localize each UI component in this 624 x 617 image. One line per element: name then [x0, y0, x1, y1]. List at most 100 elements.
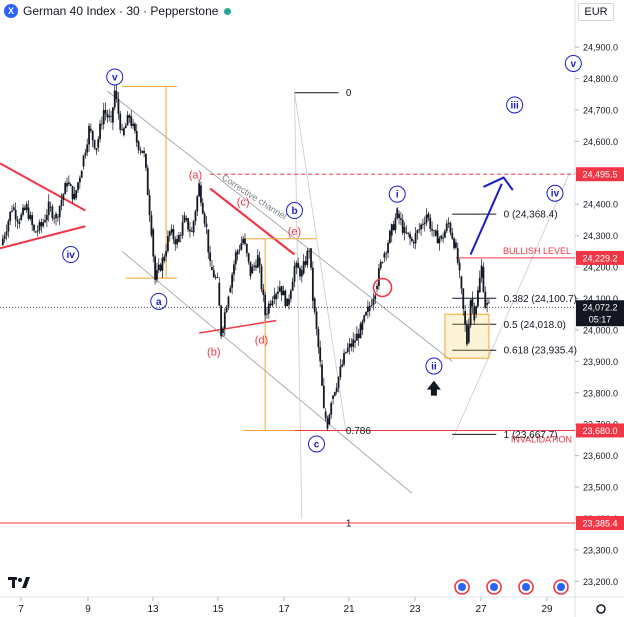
- candle-body: [484, 291, 487, 308]
- bullish-level-label: BULLISH LEVEL: [503, 246, 571, 256]
- candle-body: [126, 115, 129, 126]
- channel-upper-line: [107, 90, 453, 362]
- candle-body: [387, 242, 389, 253]
- tradingview-x-icon[interactable]: X: [4, 4, 18, 18]
- candle-body: [299, 268, 301, 277]
- candle-body: [425, 214, 428, 223]
- y-tick-label: 24,300.0: [583, 231, 618, 241]
- candle-body: [130, 116, 133, 126]
- candle-body: [95, 148, 98, 151]
- candle-body: [117, 98, 120, 114]
- candle-body: [111, 107, 114, 123]
- symbol-title[interactable]: German 40 Index · 30 · Pepperstone: [23, 4, 219, 18]
- candle-body: [88, 125, 90, 145]
- wave-label-iv: iv: [551, 189, 560, 200]
- candle-body: [163, 256, 166, 261]
- triangle-upper-line: [209, 187, 296, 256]
- candle-body: [267, 303, 270, 314]
- candle-body: [40, 222, 43, 227]
- wave-label-e: (e): [288, 226, 301, 238]
- candle-body: [264, 294, 267, 316]
- x-tick-label: 29: [541, 604, 553, 615]
- candle-body: [223, 312, 226, 329]
- fib-big-diagonal: [294, 92, 303, 519]
- candle-body: [326, 418, 329, 429]
- candle-body: [273, 295, 276, 300]
- candle-body: [462, 288, 465, 309]
- candle-body: [280, 285, 283, 296]
- candle-body: [286, 298, 289, 307]
- candle-body: [29, 215, 32, 219]
- y-tick-label: 24,800.0: [583, 74, 618, 84]
- candle-body: [154, 256, 156, 280]
- candle-body: [12, 207, 15, 210]
- candle-body: [183, 215, 186, 223]
- y-tick-label: 24,000.0: [583, 325, 618, 335]
- candle-body: [405, 232, 408, 234]
- candle-body: [73, 193, 76, 200]
- candle-body: [335, 387, 338, 393]
- candle-body: [396, 208, 399, 219]
- candle-body: [23, 207, 26, 210]
- candle-body: [53, 218, 56, 219]
- tv-logo-dot: [18, 578, 22, 582]
- candle-body: [471, 298, 474, 307]
- candle-body: [236, 251, 239, 255]
- candle-body: [47, 201, 50, 215]
- candle-body: [99, 123, 101, 140]
- candle-body: [242, 238, 245, 244]
- candle-body: [275, 293, 278, 300]
- candle-body: [412, 241, 415, 244]
- wave-label-c: c: [314, 439, 320, 450]
- candle-body: [473, 306, 476, 321]
- gear-icon[interactable]: [596, 604, 606, 614]
- fib-level-label: 0 (24,368.4): [504, 210, 558, 221]
- candle-body: [411, 238, 413, 242]
- channel-lower-line: [121, 251, 413, 494]
- candle-body: [31, 215, 34, 225]
- projection-arrow-head: [483, 176, 514, 191]
- candle-body: [75, 190, 78, 198]
- candle-body: [350, 343, 353, 347]
- candle-body: [337, 376, 340, 388]
- candle-body: [115, 91, 118, 99]
- left-triangle-upper: [0, 162, 86, 212]
- wave-label-circle: [286, 202, 303, 220]
- candle-body: [255, 265, 257, 268]
- candle-body: [102, 109, 105, 125]
- candle-body: [304, 261, 307, 265]
- candle-body: [269, 303, 272, 306]
- candle-body: [157, 264, 160, 271]
- candle-body: [328, 414, 331, 425]
- candle-body: [444, 231, 446, 238]
- candle-body: [409, 234, 411, 239]
- candle-body: [124, 125, 127, 129]
- y-tick-label: 24,900.0: [583, 43, 618, 53]
- candles-group: [1, 84, 490, 431]
- candle-body: [245, 243, 248, 254]
- candle-body: [165, 250, 167, 257]
- breakout-circle: [372, 277, 393, 298]
- candle-body: [429, 217, 432, 229]
- candle-body: [422, 224, 424, 225]
- candle-body: [176, 238, 178, 245]
- triangle-lower-line: [198, 319, 277, 334]
- candle-body: [123, 128, 125, 136]
- candle-body: [247, 253, 250, 262]
- currency-selector[interactable]: EUR: [578, 3, 614, 21]
- candle-body: [357, 333, 360, 339]
- tradingview-logo: [8, 577, 30, 588]
- candle-body: [128, 115, 131, 118]
- candle-body: [266, 313, 268, 315]
- economic-event-flag: [458, 583, 466, 591]
- candle-body: [352, 339, 355, 347]
- candle-body: [249, 261, 252, 277]
- candle-body: [167, 235, 169, 251]
- y-tick-label: 23,900.0: [583, 357, 618, 367]
- candle-body: [240, 243, 243, 250]
- wave-label-circle: [62, 246, 80, 264]
- candle-body: [36, 230, 39, 232]
- candle-body: [332, 395, 334, 400]
- candle-body: [148, 195, 151, 216]
